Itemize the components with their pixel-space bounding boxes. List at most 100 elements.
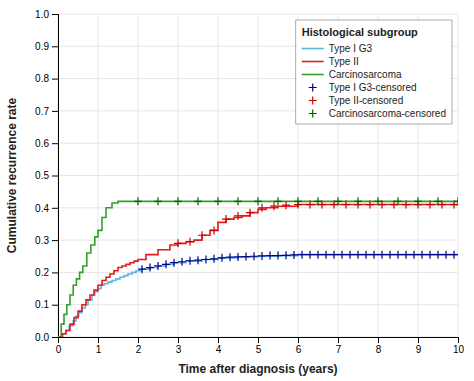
x-axis-title: Time after diagnosis (years) [178, 362, 337, 376]
legend-label: Type I G3-censored [329, 82, 417, 93]
legend-label: Type I G3 [329, 43, 373, 54]
tick-mark [52, 240, 58, 241]
y-axis: 0.00.10.20.30.40.50.60.70.80.91.0 [35, 9, 58, 343]
tick-label: 5 [256, 344, 262, 355]
censored-mark [366, 201, 374, 209]
censored-mark [254, 197, 262, 205]
tick-label: 0.2 [35, 267, 49, 278]
tick: 4 [216, 337, 222, 355]
tick: 8 [376, 337, 382, 355]
censored-mark [222, 215, 230, 223]
censored-mark [442, 251, 450, 259]
legend-item: Type II [302, 56, 359, 67]
censored-mark [434, 197, 442, 205]
tick-label: 0.3 [35, 235, 49, 246]
censored-mark [186, 257, 194, 265]
censored-mark [342, 201, 350, 209]
censored-mark [374, 197, 382, 205]
tick-mark [178, 337, 179, 343]
step-line [58, 201, 458, 337]
y-axis-title: Cumulative recurrence rate [5, 97, 19, 253]
tick-mark [52, 337, 58, 338]
censored-mark [378, 251, 386, 259]
tick-label: 8 [376, 344, 382, 355]
tick: 0.2 [35, 267, 58, 278]
censored-mark [298, 251, 306, 259]
censored-mark [330, 251, 338, 259]
censored-mark [394, 197, 402, 205]
censored-mark [234, 253, 242, 261]
tick-mark [218, 337, 219, 343]
legend-title: Histological subgroup [302, 26, 418, 38]
tick-mark [458, 337, 459, 343]
tick-mark [52, 208, 58, 209]
censored-mark [174, 197, 182, 205]
censored-mark [138, 265, 146, 273]
axis-line [59, 338, 459, 344]
censored-mark [434, 251, 442, 259]
tick-mark [98, 337, 99, 343]
legend-item: Type I G3 [302, 43, 373, 54]
censored-mark [210, 255, 218, 263]
legend-label: Carcinosarcoma [329, 69, 402, 80]
censored-mark [186, 238, 194, 246]
grid-line [58, 175, 458, 176]
legend-swatch [302, 61, 324, 63]
censored-mark [418, 251, 426, 259]
censored-mark [270, 202, 278, 210]
tick-mark [338, 337, 339, 343]
tick-label: 0.6 [35, 138, 49, 149]
tick-label: 6 [296, 344, 302, 355]
censored-mark [210, 226, 218, 234]
censored-mark [154, 197, 162, 205]
tick: 0.6 [35, 138, 58, 149]
legend-label: Type II-censored [329, 95, 403, 106]
censored-mark [146, 264, 154, 272]
x-axis: 012345678910 [56, 337, 465, 355]
censored-mark [174, 239, 182, 247]
censored-mark [322, 251, 330, 259]
tick-label: 0 [56, 344, 62, 355]
tick-label: 9 [416, 344, 422, 355]
plot-area [58, 197, 458, 337]
tick-label: 0.7 [35, 106, 49, 117]
censored-mark [370, 251, 378, 259]
censored-mark [218, 254, 226, 262]
censored-mark [402, 251, 410, 259]
censored-mark [314, 197, 322, 205]
grid-line [58, 272, 458, 273]
tick: 9 [416, 337, 422, 355]
censored-mark [202, 255, 210, 263]
tick-label: 7 [336, 344, 342, 355]
tick-label: 0.1 [35, 299, 49, 310]
censored-marks [134, 197, 458, 205]
tick: 0.3 [35, 235, 58, 246]
tick: 0.1 [35, 299, 58, 310]
grid-line [58, 304, 458, 305]
grid-line [58, 143, 458, 144]
censored-mark [362, 251, 370, 259]
censored-mark [426, 251, 434, 259]
tick-mark [52, 46, 58, 47]
censored-mark [250, 252, 258, 260]
grid-line [58, 14, 458, 15]
tick: 0 [56, 337, 62, 355]
tick-mark [258, 337, 259, 343]
tick-mark [52, 14, 58, 15]
tick: 2 [136, 337, 142, 355]
censored-mark [414, 197, 422, 205]
grid-line [58, 240, 458, 241]
tick-mark [52, 79, 58, 80]
legend-swatch [309, 110, 317, 118]
chart: 0123456789100.00.10.20.30.40.50.60.70.80… [0, 0, 474, 381]
tick-label: 0.8 [35, 73, 49, 84]
tick: 3 [176, 337, 182, 355]
legend-item: Carcinosarcoma [302, 69, 402, 80]
tick-mark [298, 337, 299, 343]
tick: 7 [336, 337, 342, 355]
tick-mark [52, 176, 58, 177]
censored-mark [386, 251, 394, 259]
axis-line [52, 15, 59, 338]
tick: 6 [296, 337, 302, 355]
tick-label: 1.0 [35, 9, 49, 20]
